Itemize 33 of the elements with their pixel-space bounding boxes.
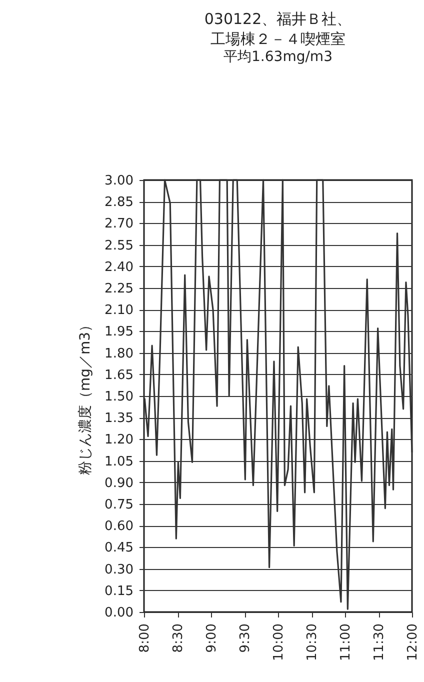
y-tick-label: 1.80: [104, 346, 134, 362]
x-tick-label: 11:30: [372, 624, 387, 661]
y-tick-label: 0.30: [104, 562, 134, 578]
y-tick-label: 1.95: [104, 324, 134, 340]
x-tick-label: 10:00: [272, 624, 286, 661]
x-tick-label: 9:30: [238, 624, 253, 653]
y-tick-label: 1.05: [104, 454, 134, 470]
chart-title: 030122、福井Ｂ社、工場棟２－４喫煙室: [204, 10, 352, 48]
x-tick-label: 8:00: [138, 624, 152, 653]
y-tick-label: 2.85: [104, 195, 134, 210]
x-tick-label: 9:00: [204, 624, 220, 653]
y-tick-label: 0.60: [104, 519, 134, 534]
x-tick-label: 10:30: [305, 624, 320, 661]
x-tick-label: 12:00: [406, 624, 420, 661]
y-tick-label: 0.75: [104, 498, 134, 512]
y-tick-label: 0.45: [104, 540, 134, 556]
chart-subtitle: 平均1.63mg/m3: [224, 49, 332, 65]
y-axis-title: 粉じん濃度（mg／m3）: [78, 318, 94, 476]
x-tick-label: 8:30: [171, 624, 186, 653]
y-tick-label: 0.90: [104, 476, 134, 491]
y-tick-label: 2.70: [104, 216, 134, 232]
y-tick-label: 1.35: [104, 411, 134, 426]
y-tick-label: 1.20: [104, 432, 134, 448]
y-tick-label: 1.65: [104, 368, 134, 383]
y-tick-label: 2.25: [104, 282, 134, 296]
y-tick-label: 2.40: [104, 260, 134, 275]
y-tick-label: 2.55: [104, 238, 134, 254]
x-tick-label: 11:00: [338, 624, 354, 661]
y-tick-label: 2.10: [104, 303, 134, 318]
y-tick-label: 3.00: [104, 174, 134, 188]
y-tick-label: 0.15: [104, 584, 134, 599]
y-tick-label: 1.50: [104, 390, 134, 404]
y-tick-label: 0.00: [104, 606, 134, 620]
